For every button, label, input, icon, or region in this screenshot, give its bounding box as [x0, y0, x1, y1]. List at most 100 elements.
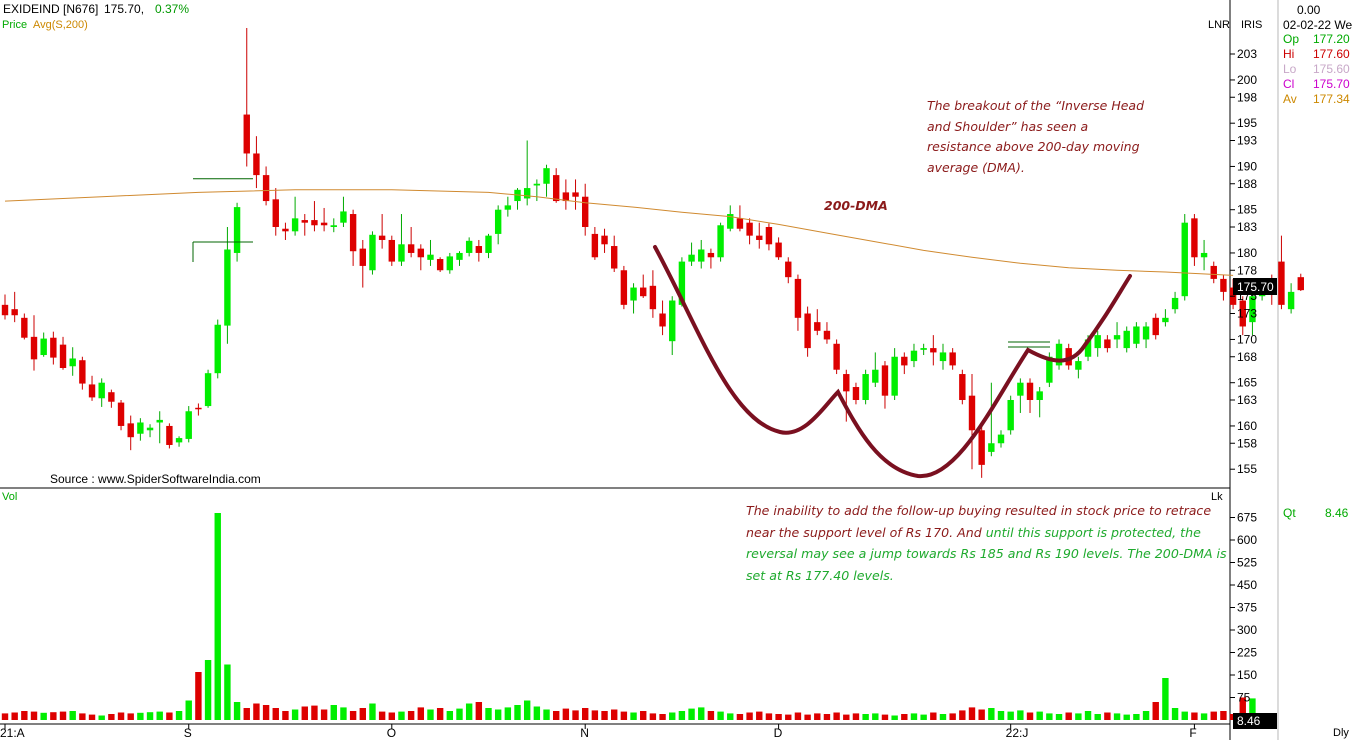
support-annotation-line: near the support level of Rs 170. And un… [746, 522, 1227, 544]
support-annotation-line: set at Rs 177.40 levels. [746, 565, 1227, 587]
volume-bar [21, 711, 28, 720]
time-tick-label: N [580, 726, 589, 740]
volume-bar [108, 714, 115, 720]
candle [572, 179, 579, 210]
candle [862, 369, 869, 405]
volume-bar [398, 711, 405, 720]
candle [156, 411, 163, 444]
candle [407, 227, 415, 258]
volume-bar [756, 711, 763, 720]
time-tick-label: D [774, 726, 783, 740]
volume-bar [436, 708, 444, 720]
candle [988, 382, 995, 457]
candle [891, 348, 898, 400]
candle [997, 430, 1005, 448]
top-value: 0.00 [1297, 3, 1321, 17]
volume-bar [185, 700, 192, 720]
candle [1123, 326, 1130, 353]
candle [1104, 335, 1111, 353]
candle [1278, 235, 1285, 310]
time-axis-ticks: 21:A S O N D 22:J F [0, 724, 1197, 740]
candle [69, 347, 76, 376]
volume-bar [678, 711, 686, 720]
volume-bar [688, 708, 695, 720]
volume-bar [1200, 713, 1208, 720]
price-tick-label: 195 [1237, 116, 1257, 130]
candle [465, 237, 473, 257]
candle [388, 235, 395, 266]
volume-bar [881, 714, 889, 720]
volume-bar [611, 709, 618, 720]
source-label: Source : www.SpiderSoftwareIndia.com [50, 472, 261, 486]
candle [814, 309, 821, 336]
time-tick-label: O [387, 726, 396, 740]
price-tick-label: 185 [1237, 203, 1257, 217]
candle [1094, 330, 1101, 357]
candle [640, 274, 647, 298]
volume-bar [1133, 714, 1140, 720]
candle [843, 369, 850, 422]
volume-bar [1123, 714, 1130, 720]
candle [833, 339, 840, 375]
candle [330, 218, 337, 233]
volume-bar [707, 711, 715, 720]
candle [272, 188, 279, 236]
indicator-prefix: Price [2, 19, 27, 31]
candle [1055, 339, 1063, 370]
price-tick-label: 190 [1237, 159, 1257, 173]
dma-200-line [4, 189, 1234, 276]
volume-bar [978, 709, 985, 720]
volume-bar [1065, 712, 1072, 720]
candle [591, 227, 599, 260]
candle [175, 436, 183, 447]
volume-bar [137, 712, 144, 720]
volume-bar [814, 713, 821, 720]
candle [1191, 214, 1198, 266]
candle [669, 296, 676, 356]
volume-bar [485, 708, 492, 720]
volume-tick-label: 450 [1237, 578, 1257, 592]
candle [320, 207, 328, 232]
volume-bar [843, 714, 850, 720]
candle [21, 313, 28, 340]
breakout-annotation-line: resistance above 200-day moving [927, 139, 1140, 154]
candle [543, 164, 550, 197]
volume-bar [156, 711, 163, 720]
volume-bar [891, 715, 898, 720]
candle [872, 352, 879, 388]
price-tick-label: 193 [1237, 134, 1257, 148]
volume-bar [910, 713, 918, 720]
candle [1220, 274, 1227, 301]
volume-bar [1017, 710, 1024, 720]
candle [195, 403, 202, 416]
volume-bar [224, 664, 231, 720]
candle [978, 425, 985, 478]
price-tick-label: 168 [1237, 350, 1257, 364]
candle [427, 239, 434, 266]
candle [301, 214, 308, 236]
volume-bar [823, 714, 831, 720]
breakout-annotation-line: average (DMA). [927, 159, 1025, 175]
candle [1200, 239, 1208, 271]
candle [311, 201, 318, 232]
volume-bar [659, 714, 666, 720]
volume-bar [901, 714, 908, 720]
qty-value: 8.46 [1325, 506, 1349, 520]
volume-bar [746, 712, 753, 720]
candle [1075, 356, 1082, 379]
time-tick-label: S [184, 726, 192, 740]
candle [1152, 313, 1159, 340]
iris-label: IRIS [1241, 19, 1262, 31]
candle [785, 257, 792, 284]
volume-bar [1007, 711, 1014, 720]
volume-bar [79, 713, 86, 720]
candle [359, 239, 366, 288]
volume-bar [765, 713, 773, 720]
ohlc-readout: Op 177.20 Hi 177.60 Lo 175.60 Cl 175.70 Av 177.34 [1283, 32, 1350, 106]
support-annotation: The inability to add the follow-up buyin… [746, 500, 1227, 586]
candle [968, 374, 976, 470]
candle [930, 335, 937, 366]
volume-bar [717, 711, 724, 720]
volume-bar [582, 708, 589, 720]
price-tick-label: 188 [1237, 177, 1257, 191]
